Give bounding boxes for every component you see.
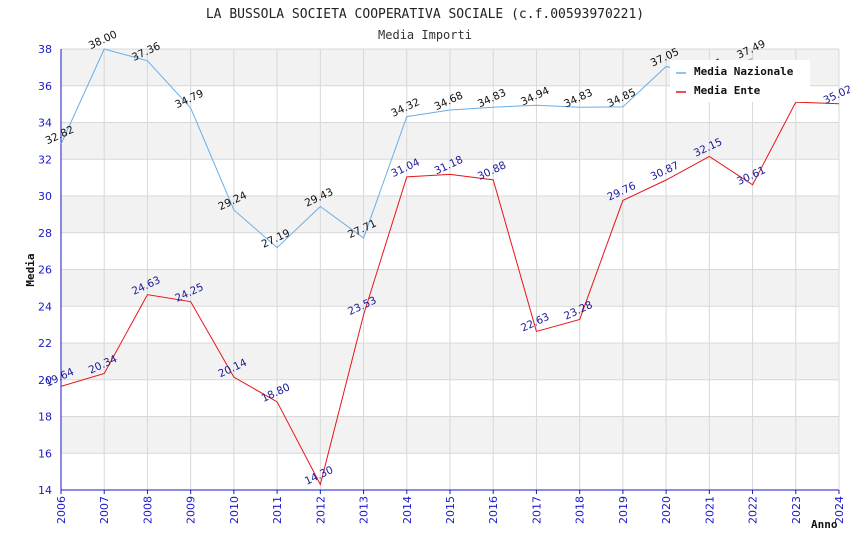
chart-title: LA BUSSOLA SOCIETA COOPERATIVA SOCIALE (… <box>206 7 644 22</box>
y-tick-label: 24 <box>38 300 52 313</box>
y-tick-label: 36 <box>38 80 52 93</box>
x-tick-label: 2018 <box>574 496 587 524</box>
y-tick-label: 28 <box>38 227 52 240</box>
legend: Media Nazionale Media Ente <box>670 60 810 102</box>
x-tick-label: 2019 <box>617 496 630 524</box>
x-tick-label: 2007 <box>98 496 111 524</box>
x-tick-label: 2012 <box>314 496 327 524</box>
x-tick-label: 2014 <box>401 496 414 524</box>
series-line-media-ente <box>60 101 840 486</box>
x-tick-label: 2023 <box>790 496 803 524</box>
series-lines <box>60 48 840 486</box>
x-tick-label: 2024 <box>833 496 846 524</box>
x-tick-label: 2015 <box>444 496 457 524</box>
y-axis-label: Media <box>24 253 37 286</box>
y-tick-label: 30 <box>38 190 52 203</box>
x-axis-label: Anno <box>811 518 838 531</box>
legend-label-media-ente: Media Ente <box>694 84 761 97</box>
x-tick-label: 2017 <box>530 496 543 524</box>
y-tick-label: 14 <box>38 484 52 497</box>
x-tick-label: 2006 <box>55 496 68 524</box>
y-tick-label: 34 <box>38 117 52 130</box>
y-tick-label: 16 <box>38 447 52 460</box>
axes <box>60 49 840 494</box>
x-tick-label: 2022 <box>747 496 760 524</box>
x-tick-label: 2009 <box>185 496 198 524</box>
series-line-media-nazionale <box>60 48 753 249</box>
x-tick-label: 2020 <box>660 496 673 524</box>
x-tick-label: 2008 <box>141 496 154 524</box>
x-tick-label: 2016 <box>487 496 500 524</box>
x-tick-label: 2010 <box>228 496 241 524</box>
legend-label-media-nazionale: Media Nazionale <box>694 65 794 78</box>
y-tick-label: 18 <box>38 411 52 424</box>
x-tick-label: 2013 <box>358 496 371 524</box>
chart-subtitle: Media Importi <box>378 28 472 42</box>
y-tick-label: 32 <box>38 153 52 166</box>
gridlines <box>60 48 840 491</box>
legend-box <box>670 60 810 102</box>
y-axis-ticks: 14 16 18 20 22 24 26 28 30 32 34 36 38 <box>38 43 52 497</box>
x-tick-label: 2021 <box>703 496 716 524</box>
y-tick-label: 38 <box>38 43 52 56</box>
x-tick-label: 2011 <box>271 496 284 524</box>
y-tick-label: 20 <box>38 374 52 387</box>
y-tick-label: 22 <box>38 337 52 350</box>
y-tick-label: 26 <box>38 264 52 277</box>
x-axis-ticks: 2006 2007 2008 2009 2010 2011 2012 2013 2014 2015… <box>55 496 846 524</box>
